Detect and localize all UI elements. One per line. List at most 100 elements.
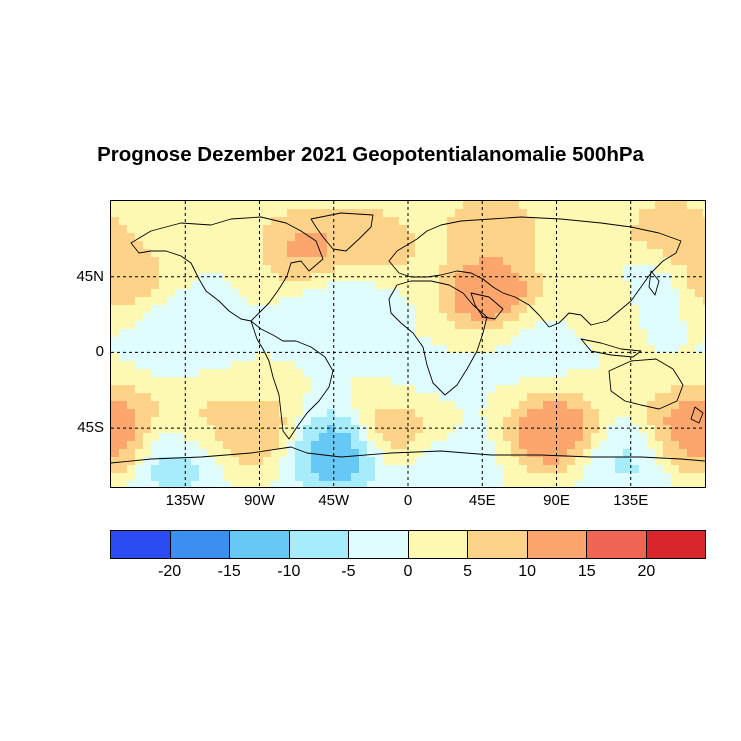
anomaly-cell <box>487 289 495 297</box>
anomaly-cell <box>271 289 279 297</box>
anomaly-cell <box>383 385 391 393</box>
anomaly-cell <box>183 409 191 417</box>
anomaly-cell <box>615 361 623 369</box>
anomaly-cell <box>383 441 391 449</box>
anomaly-cell <box>175 369 183 377</box>
anomaly-cell <box>223 473 231 481</box>
anomaly-cell <box>463 297 471 305</box>
anomaly-cell <box>551 233 559 241</box>
anomaly-cell <box>447 329 455 337</box>
anomaly-cell <box>263 233 271 241</box>
anomaly-cell <box>367 297 375 305</box>
anomaly-cell <box>575 369 583 377</box>
anomaly-cell <box>247 385 255 393</box>
anomaly-cell <box>647 305 655 313</box>
anomaly-cell <box>535 265 543 273</box>
anomaly-cell <box>391 209 399 217</box>
anomaly-cell <box>447 337 455 345</box>
anomaly-cell <box>111 441 119 449</box>
anomaly-cell <box>607 417 615 425</box>
anomaly-cell <box>511 345 519 353</box>
anomaly-cell <box>631 249 639 257</box>
anomaly-cell <box>487 433 495 441</box>
anomaly-cell <box>439 425 447 433</box>
anomaly-cell <box>207 257 215 265</box>
anomaly-cell <box>295 225 303 233</box>
anomaly-cell <box>447 465 455 473</box>
anomaly-cell <box>687 433 695 441</box>
anomaly-cell <box>319 353 327 361</box>
anomaly-cell <box>687 289 695 297</box>
anomaly-cell <box>151 377 159 385</box>
anomaly-cell <box>199 361 207 369</box>
anomaly-cell <box>247 481 255 487</box>
anomaly-cell <box>239 369 247 377</box>
anomaly-cell <box>287 289 295 297</box>
anomaly-cell <box>343 433 351 441</box>
anomaly-cell <box>183 233 191 241</box>
anomaly-cell <box>487 249 495 257</box>
anomaly-cell <box>367 289 375 297</box>
anomaly-cell <box>671 353 679 361</box>
anomaly-cell <box>367 457 375 465</box>
anomaly-cell <box>479 217 487 225</box>
anomaly-cell <box>479 305 487 313</box>
anomaly-cell <box>263 337 271 345</box>
anomaly-cell <box>527 417 535 425</box>
anomaly-cell <box>695 201 703 209</box>
anomaly-cell <box>559 433 567 441</box>
anomaly-cell <box>335 401 343 409</box>
anomaly-cell <box>199 401 207 409</box>
anomaly-cell <box>663 297 671 305</box>
anomaly-cell <box>311 377 319 385</box>
anomaly-cell <box>399 329 407 337</box>
anomaly-cell <box>311 249 319 257</box>
anomaly-cell <box>247 281 255 289</box>
anomaly-cell <box>703 305 705 313</box>
anomaly-cell <box>599 441 607 449</box>
anomaly-cell <box>335 465 343 473</box>
anomaly-cell <box>383 393 391 401</box>
anomaly-cell <box>415 217 423 225</box>
anomaly-cell <box>607 217 615 225</box>
anomaly-cell <box>383 257 391 265</box>
anomaly-cell <box>671 297 679 305</box>
anomaly-cell <box>247 345 255 353</box>
anomaly-cell <box>215 321 223 329</box>
anomaly-cell <box>279 281 287 289</box>
anomaly-cell <box>279 305 287 313</box>
anomaly-cell <box>703 361 705 369</box>
anomaly-cell <box>471 441 479 449</box>
anomaly-cell <box>111 345 119 353</box>
anomaly-cell <box>551 465 559 473</box>
anomaly-cell <box>503 257 511 265</box>
anomaly-cell <box>615 265 623 273</box>
anomaly-cell <box>695 321 703 329</box>
anomaly-cell <box>655 289 663 297</box>
anomaly-cell <box>159 281 167 289</box>
anomaly-cell <box>511 313 519 321</box>
anomaly-cell <box>615 281 623 289</box>
anomaly-cell <box>703 425 705 433</box>
anomaly-cell <box>335 417 343 425</box>
anomaly-cell <box>375 305 383 313</box>
anomaly-cell <box>311 313 319 321</box>
anomaly-cell <box>359 465 367 473</box>
anomaly-cell <box>191 465 199 473</box>
anomaly-cell <box>623 337 631 345</box>
anomaly-cell <box>623 217 631 225</box>
anomaly-cell <box>607 297 615 305</box>
anomaly-cell <box>575 417 583 425</box>
anomaly-cell <box>495 297 503 305</box>
anomaly-cell <box>703 401 705 409</box>
anomaly-cell <box>623 473 631 481</box>
anomaly-cell <box>399 209 407 217</box>
anomaly-cell <box>655 217 663 225</box>
anomaly-cell <box>167 393 175 401</box>
anomaly-cell <box>439 305 447 313</box>
anomaly-cell <box>239 265 247 273</box>
anomaly-cell <box>519 457 527 465</box>
anomaly-cell <box>447 313 455 321</box>
anomaly-cell <box>479 481 487 487</box>
anomaly-cell <box>415 457 423 465</box>
